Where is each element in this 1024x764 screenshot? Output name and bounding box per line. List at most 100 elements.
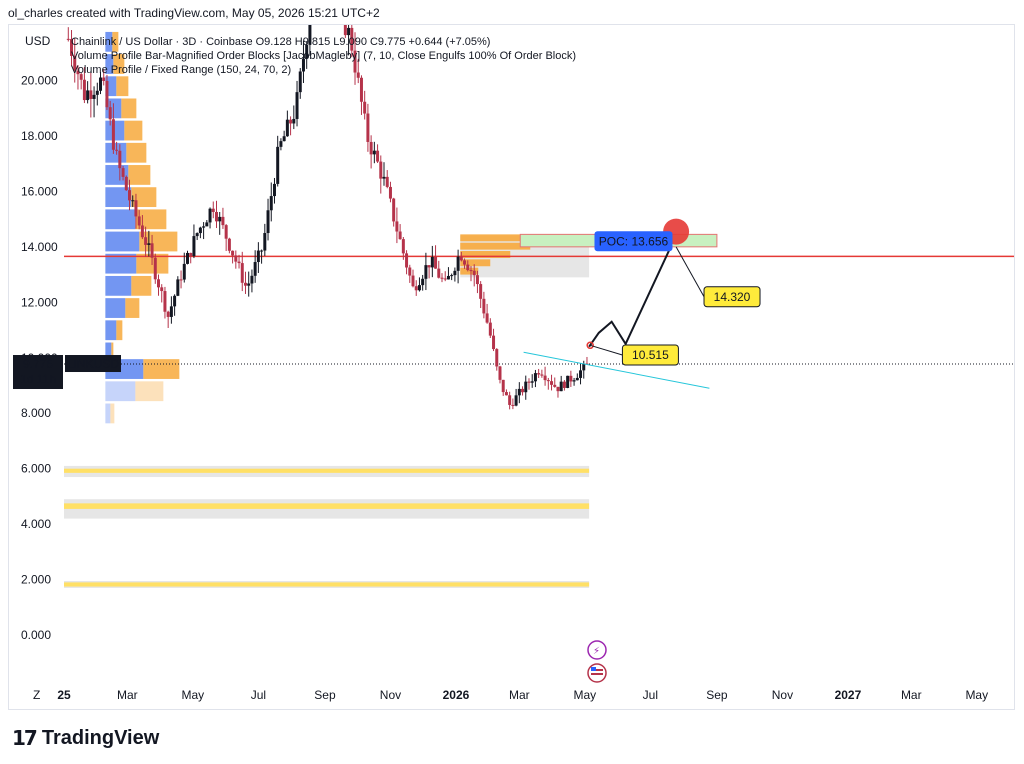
candle-body <box>501 379 505 393</box>
candle-body <box>537 373 541 375</box>
volume-profile-sell-bar <box>128 165 151 185</box>
volume-profile-buy-bar <box>105 187 132 208</box>
candle-body <box>102 77 106 81</box>
candle-body <box>392 198 396 222</box>
lightning-event-icon[interactable] <box>587 640 607 660</box>
candle-body <box>414 286 418 291</box>
legend-indicator-line: Volume Profile Bar-Magnified Order Block… <box>71 50 576 62</box>
candle-body <box>73 55 77 71</box>
candle-body <box>385 176 389 187</box>
candle-body <box>556 386 560 392</box>
pivot-marker <box>586 341 594 350</box>
volume-profile-buy-bar <box>105 342 112 363</box>
legend-volume-profile-line: Volume Profile / Fixed Range (150, 24, 7… <box>71 64 291 76</box>
tradingview-logo[interactable]: 17 TradingView <box>12 726 159 750</box>
x-tick-label: Nov <box>380 688 401 702</box>
candle-body <box>479 284 483 299</box>
x-tick-label: 2027 <box>835 688 862 702</box>
candle-body <box>211 208 215 212</box>
candle-body <box>205 222 209 227</box>
y-tick-label: 4.000 <box>21 517 51 531</box>
candle-body <box>89 90 93 99</box>
candle-body <box>482 298 486 314</box>
candle-body <box>166 311 170 317</box>
candle-body <box>198 227 202 234</box>
candle-body <box>221 216 225 226</box>
x-tick-label: Sep <box>314 688 336 702</box>
x-tick-label: Nov <box>772 688 793 702</box>
x-tick-label: May <box>965 688 988 702</box>
candle-body <box>185 252 189 264</box>
candle-body <box>408 267 412 276</box>
candle-body <box>475 275 479 285</box>
flag-stripe-icon <box>591 673 603 675</box>
fixed-range-bar <box>460 259 491 267</box>
legend-symbol-line: Chainlink / US Dollar · 3D · Coinbase O9… <box>71 36 490 48</box>
candle-body <box>540 374 544 376</box>
candle-body <box>395 221 399 232</box>
price-tag-box[interactable] <box>13 355 63 390</box>
x-tick-label: May <box>182 688 205 702</box>
volume-profile-sell-bar <box>112 31 119 52</box>
candle-body <box>553 384 557 387</box>
candle-body <box>237 261 241 264</box>
candle-body <box>276 146 280 184</box>
x-tick-label: Jul <box>643 688 658 702</box>
candle-body <box>559 381 563 392</box>
candle-body <box>421 278 425 286</box>
candle-body <box>279 141 283 147</box>
candle-body <box>173 295 177 307</box>
volume-profile-sell-bar <box>126 142 147 163</box>
currency-label[interactable]: USD <box>25 34 51 48</box>
candle-body <box>379 161 383 179</box>
candle-body <box>363 101 367 114</box>
candle-body <box>272 183 276 197</box>
volume-profile-sell-bar <box>135 209 167 230</box>
x-tick-label: Mar <box>117 688 138 702</box>
volume-profile-sell-bar <box>131 275 152 296</box>
candle-body <box>308 25 312 45</box>
candle-body <box>347 27 351 36</box>
callout-box <box>703 286 761 308</box>
candle-body <box>508 395 512 405</box>
candle-body <box>115 149 119 151</box>
candle-body <box>192 236 196 257</box>
candle-body <box>79 74 83 80</box>
candle-body <box>150 243 154 258</box>
candle-body <box>263 233 267 251</box>
chart-caption: ol_charles created with TradingView.com,… <box>8 6 380 20</box>
x-tick-label: Sep <box>706 688 728 702</box>
candle-body <box>417 285 421 291</box>
candle-body <box>195 233 199 237</box>
candle-body <box>543 375 547 381</box>
time-axis[interactable]: 25 Mar May Jul Sep Nov 2026 Mar May Jul Sep Nov 2027… <box>57 688 988 702</box>
candle-body <box>76 70 80 75</box>
candle-body <box>569 375 573 382</box>
callout-box <box>621 344 679 366</box>
tradingview-wordmark: TradingView <box>41 726 160 749</box>
volume-profile-buy-bar <box>105 54 114 74</box>
candle-body <box>579 370 583 378</box>
order-block-zone <box>64 582 590 587</box>
candle-body <box>459 256 463 261</box>
candle-body <box>527 381 531 383</box>
candle-body <box>202 226 206 228</box>
volume-profile-buy-bar <box>105 142 127 163</box>
chart-area[interactable]: POC: 13.656 14.320 10.515 20.000 18.000 16.0… <box>8 24 1015 710</box>
candle-body <box>472 270 476 276</box>
target-mid-callout: 10.515 <box>632 348 669 362</box>
candle-body <box>247 283 251 286</box>
price-tag-countdown: 1d 11h <box>20 372 56 386</box>
candle-body <box>179 279 183 281</box>
candle-body <box>118 150 122 169</box>
candle-body <box>521 388 525 393</box>
candle-body <box>350 27 354 51</box>
candle-body <box>382 176 386 179</box>
order-block-zone <box>64 503 590 509</box>
price-axis[interactable]: 20.00018.00016.00014.00012.00010.0008.00… <box>13 73 121 642</box>
timezone-button[interactable]: Z <box>33 688 40 702</box>
candle-body <box>240 263 244 283</box>
candle-body <box>366 113 370 142</box>
price-chart[interactable]: POC: 13.656 14.320 10.515 20.000 18.000 16.0… <box>9 25 1016 711</box>
symbol-tag: LINKUSD <box>67 357 119 371</box>
